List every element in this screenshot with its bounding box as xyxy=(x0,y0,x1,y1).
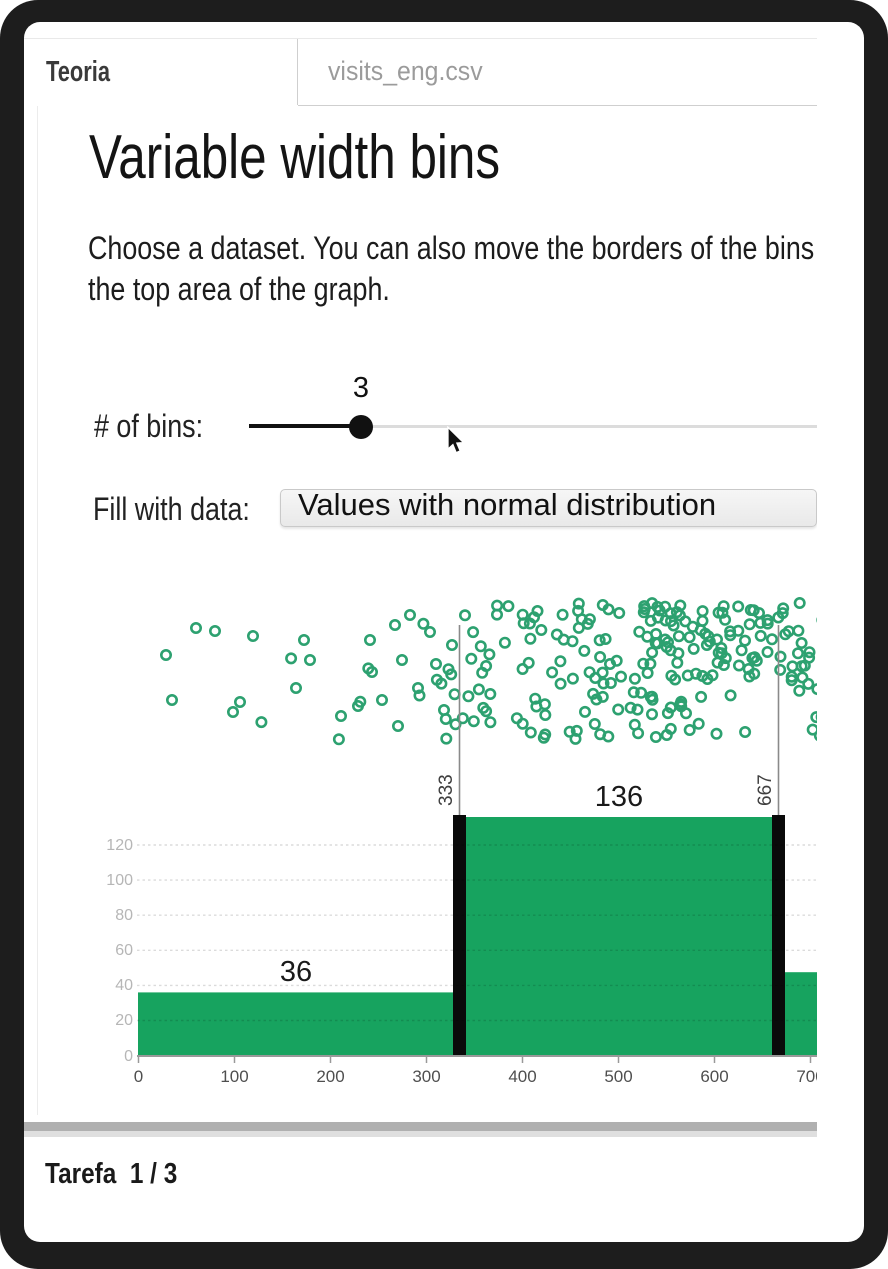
svg-text:0: 0 xyxy=(134,1067,143,1086)
svg-text:40: 40 xyxy=(115,977,133,994)
svg-text:136: 136 xyxy=(595,781,643,813)
svg-text:100: 100 xyxy=(106,872,133,889)
svg-text:667: 667 xyxy=(755,774,776,806)
svg-text:120: 120 xyxy=(106,837,133,854)
svg-text:400: 400 xyxy=(508,1067,536,1086)
svg-text:200: 200 xyxy=(316,1067,344,1086)
svg-text:80: 80 xyxy=(115,907,133,924)
svg-text:100: 100 xyxy=(220,1067,248,1086)
svg-text:20: 20 xyxy=(115,1012,133,1029)
svg-text:300: 300 xyxy=(412,1067,440,1086)
svg-text:0: 0 xyxy=(124,1048,133,1065)
svg-text:600: 600 xyxy=(700,1067,728,1086)
svg-text:60: 60 xyxy=(115,942,133,959)
svg-text:700: 700 xyxy=(796,1067,817,1086)
svg-text:333: 333 xyxy=(436,774,457,806)
svg-text:500: 500 xyxy=(604,1067,632,1086)
svg-text:36: 36 xyxy=(280,956,312,988)
